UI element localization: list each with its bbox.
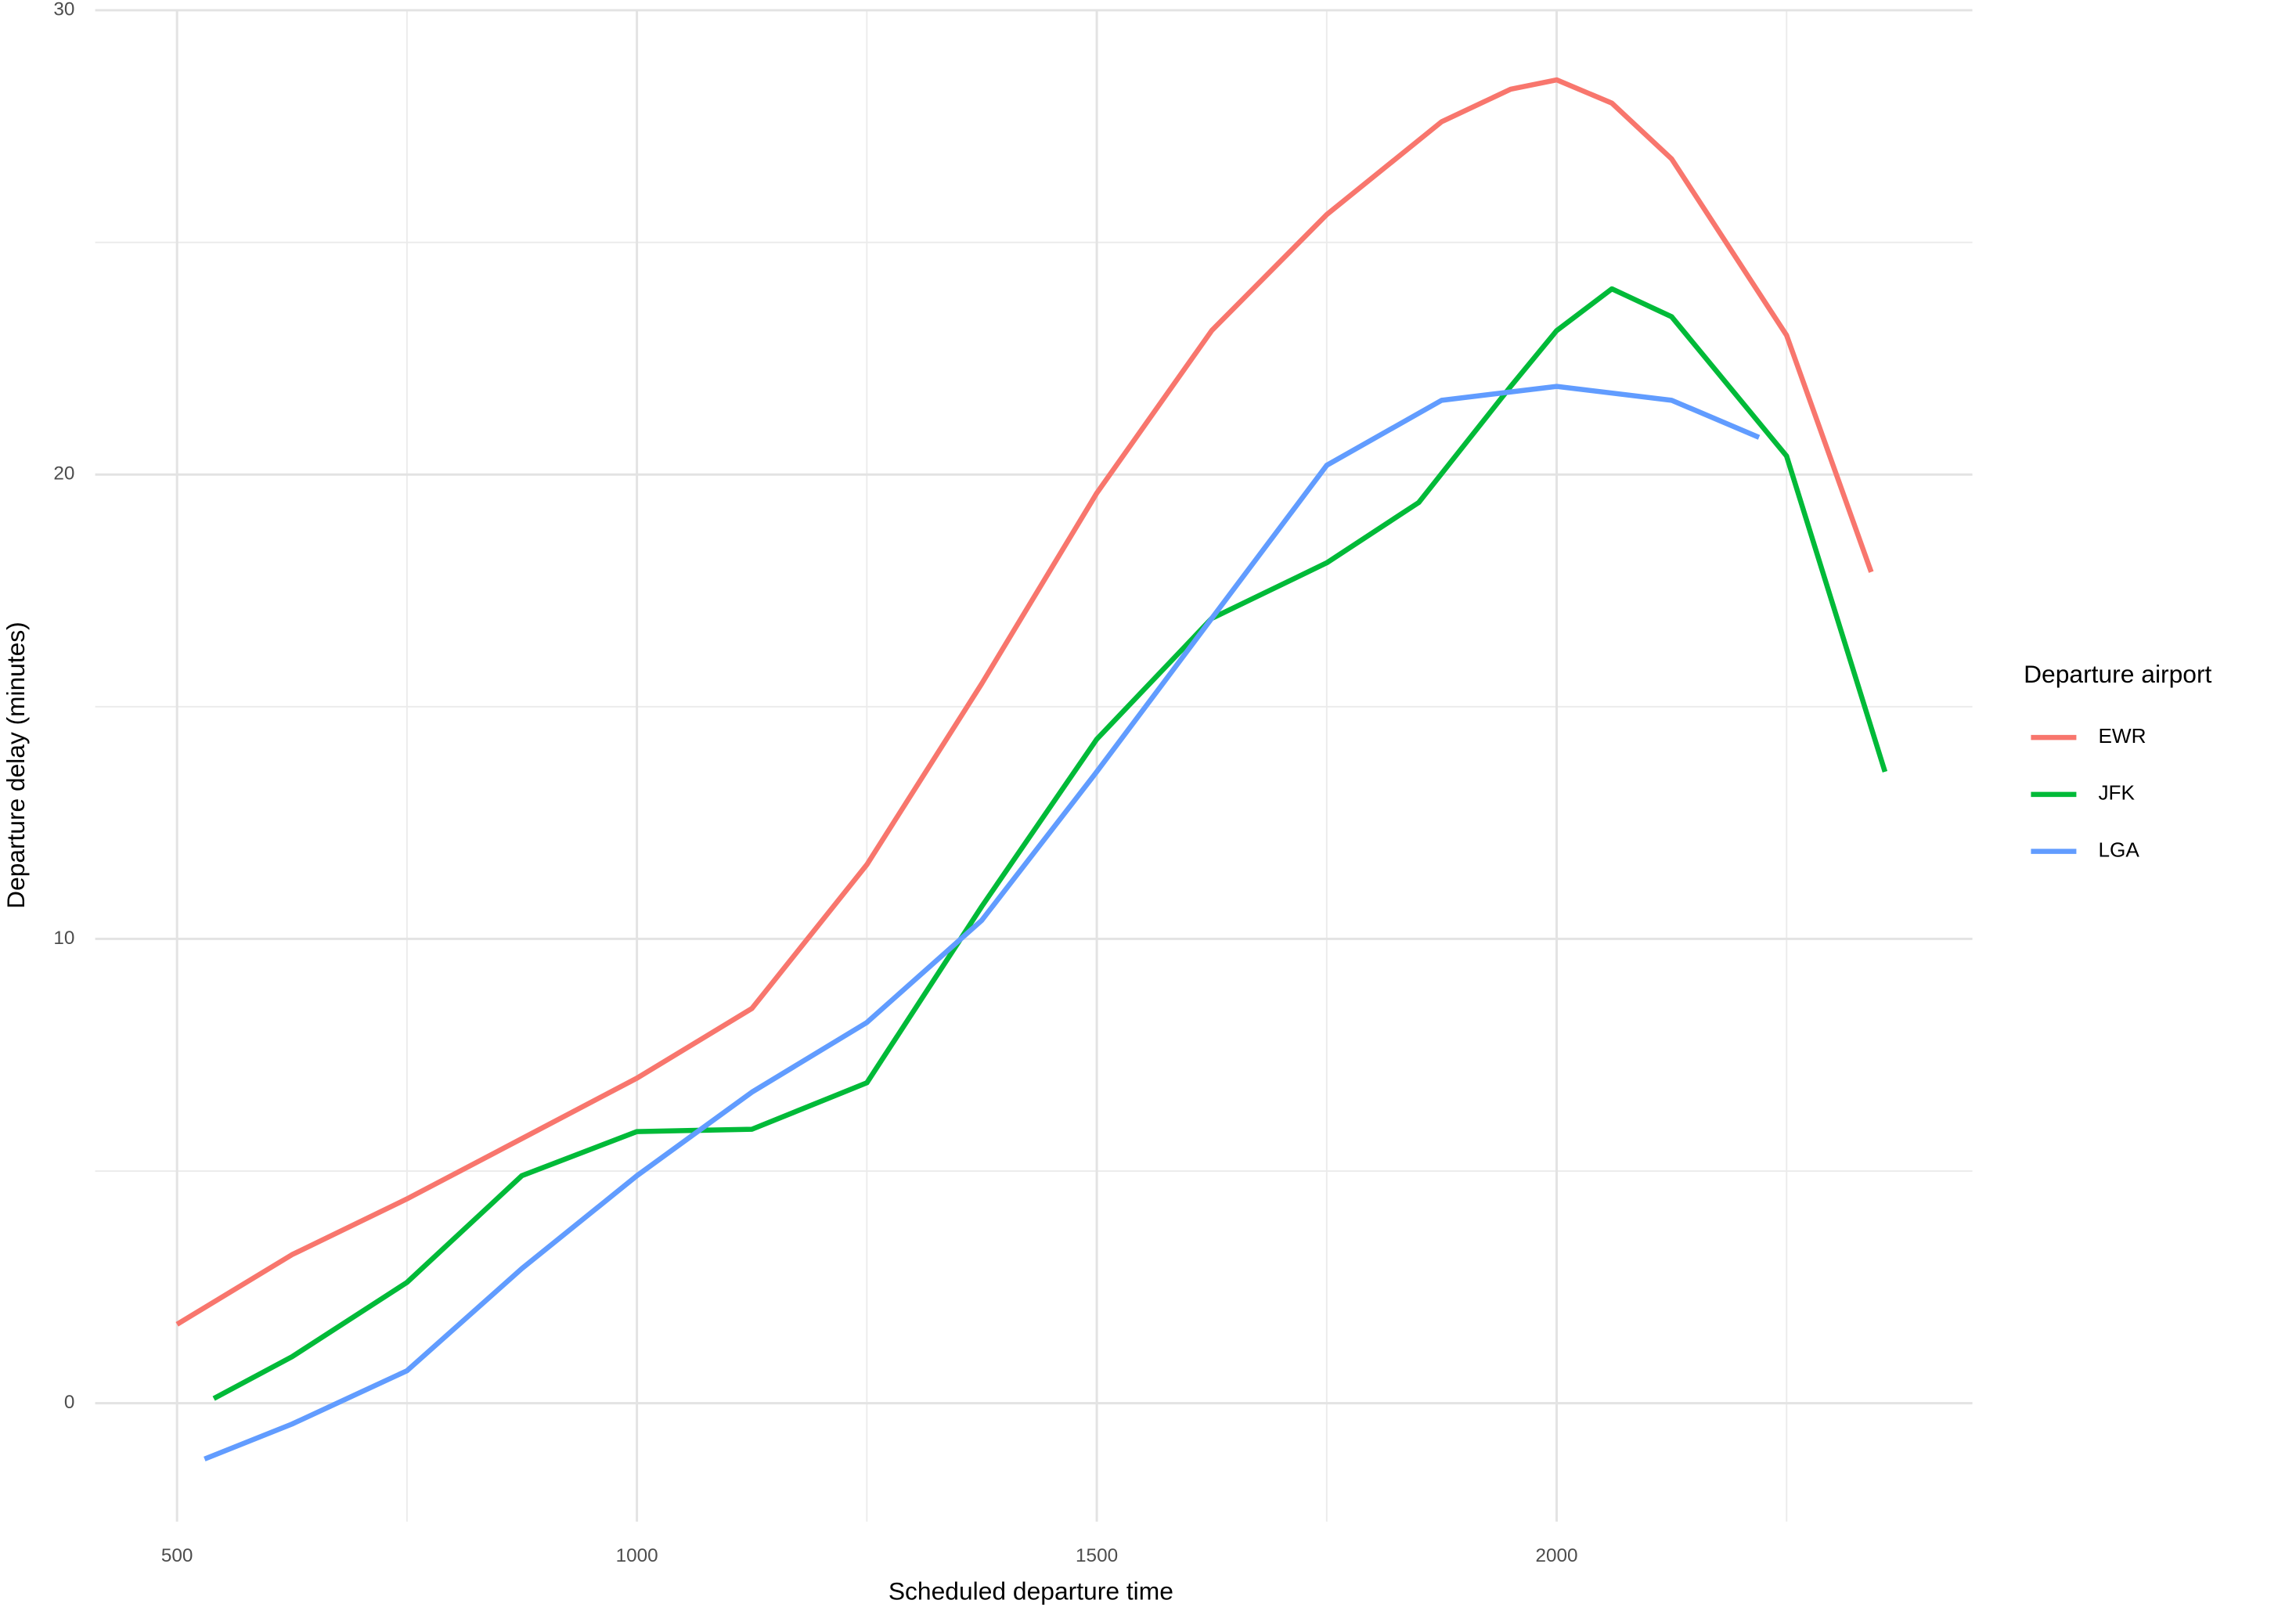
- legend-label: EWR: [2098, 724, 2146, 748]
- x-tick-label: 2000: [1536, 1545, 1578, 1566]
- x-tick-label: 500: [161, 1545, 193, 1566]
- legend-title: Departure airport: [2024, 660, 2212, 688]
- y-tick-label: 10: [53, 928, 74, 949]
- line: [212, 286, 1888, 1401]
- x-axis-title: Scheduled departure time: [888, 1577, 1173, 1605]
- y-tick-label: 0: [64, 1392, 75, 1413]
- line: [204, 384, 1761, 1461]
- legend-label: JFK: [2098, 781, 2135, 805]
- x-tick-label: 1000: [616, 1545, 658, 1566]
- y-tick-label: 30: [53, 0, 74, 20]
- y-tick-label: 20: [53, 463, 74, 485]
- legend-label: LGA: [2098, 838, 2139, 862]
- line: [175, 77, 1874, 1327]
- y-axis-title: Departure delay (minutes): [2, 622, 30, 909]
- x-tick-label: 1500: [1076, 1545, 1118, 1566]
